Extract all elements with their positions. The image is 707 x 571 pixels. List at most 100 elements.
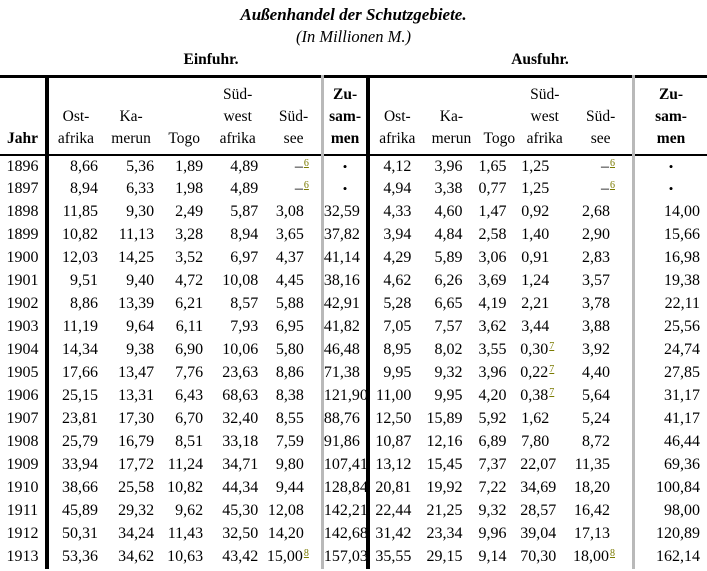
value-cell: 8,02 <box>434 341 463 358</box>
value-cell: 11,24 <box>167 456 204 473</box>
value-cell: 29,15 <box>426 548 463 565</box>
value-cell: 7,80 <box>521 433 550 450</box>
value-cell: 98,00 <box>632 499 707 523</box>
value-cell: 28,57 <box>520 502 557 519</box>
value-cell: 15,45 <box>426 456 463 473</box>
value-cell: 3,96 <box>478 364 507 381</box>
value-cell: 2,83 <box>582 249 610 266</box>
value-cell: 4,45 <box>275 272 304 289</box>
value-cell: 142,21 <box>320 499 371 523</box>
value-cell: 0,91 <box>521 249 550 266</box>
value-cell: 1,47 <box>478 203 507 220</box>
value-cell: 5,80 <box>275 341 304 358</box>
value-cell: 1,89 <box>175 157 204 175</box>
column-header-togo-einfuhr: Togo <box>168 129 200 147</box>
column-header-kamerun-ausfuhr: Ka- merun <box>431 107 472 147</box>
value-cell: 22,44 <box>375 502 412 519</box>
value-cell: 8,38 <box>275 387 304 404</box>
value-cell: 5,88 <box>275 295 304 312</box>
value-cell: 3,78 <box>582 295 610 312</box>
value-cell: 9,62 <box>175 502 204 519</box>
value-cell: 25,56 <box>632 315 707 339</box>
placeholder-dot-cell: • <box>320 154 371 178</box>
value-cell: 10,63 <box>167 548 204 565</box>
value-cell: 4,20 <box>478 387 507 404</box>
value-cell: 5,87 <box>230 203 259 220</box>
value-cell: 91,86 <box>320 430 371 454</box>
value-cell: –6 <box>294 180 309 197</box>
value-cell: 34,69 <box>520 479 557 496</box>
value-cell: 4,72 <box>175 272 204 289</box>
table-row: 1901 9,51 9,40 4,72 10,08 4,45 38,16 4,62 6,26 3,… <box>0 269 707 293</box>
value-cell: 43,42 <box>222 548 259 565</box>
value-cell: 27,85 <box>632 361 707 385</box>
column-header-zusammen-ausfuhr: Zu- sam- men <box>632 76 707 155</box>
value-cell: 17,30 <box>118 410 155 427</box>
value-cell: 7,05 <box>383 318 412 335</box>
value-cell: 14,34 <box>62 341 99 358</box>
value-cell: –6 <box>601 180 615 197</box>
table-row: 1902 8,86 13,39 6,21 8,57 5,88 42,91 5,28 6,65 4,… <box>0 292 707 316</box>
value-cell: 8,72 <box>582 433 610 450</box>
value-cell: 50,31 <box>62 525 99 542</box>
column-header-jahr: Jahr <box>0 76 49 155</box>
column-header-suedsee-ausfuhr: Süd- see <box>585 107 616 147</box>
value-cell: 8,94 <box>230 226 259 243</box>
table-row: 1904 14,34 9,38 6,90 10,06 5,80 46,48 8,95 8,02 3… <box>0 338 707 362</box>
value-cell: 5,64 <box>582 387 610 404</box>
value-cell: 8,94 <box>70 180 99 197</box>
value-cell: 16,42 <box>574 502 610 519</box>
value-cell: 121,90 <box>320 384 371 408</box>
value-cell: 7,22 <box>478 479 507 496</box>
value-cell: 16,98 <box>632 246 707 270</box>
value-cell: 8,51 <box>175 433 204 450</box>
value-cell: 2,68 <box>582 203 610 220</box>
value-cell: 10,06 <box>222 341 259 358</box>
value-cell: 2,58 <box>478 226 507 243</box>
table-row: 1908 25,79 16,79 8,51 33,18 7,59 91,86 10,87 12,… <box>0 430 707 454</box>
value-cell: 1,65 <box>478 157 507 175</box>
column-header-suedwestafrika-einfuhr: Süd- west afrika <box>219 85 256 147</box>
value-cell: 10,82 <box>167 479 204 496</box>
value-cell: 9,96 <box>478 525 507 542</box>
value-cell: 0,92 <box>521 203 550 220</box>
year-cell: 1906 <box>0 384 49 408</box>
value-cell: 69,36 <box>632 453 707 477</box>
table-row: 1900 12,03 14,25 3,52 6,97 4,37 41,14 4,29 5,89 3… <box>0 246 707 270</box>
value-cell: 0,307 <box>520 341 555 358</box>
value-cell: 11,13 <box>118 226 155 243</box>
value-cell: 3,57 <box>582 272 610 289</box>
value-cell: 14,00 <box>632 200 707 224</box>
table-row: 1898 11,85 9,30 2,49 5,87 3,08 32,59 4,33 4,60 1,… <box>0 200 707 224</box>
value-cell: 41,82 <box>320 315 371 339</box>
value-cell: 88,76 <box>320 407 371 431</box>
value-cell: 12,03 <box>62 249 99 266</box>
year-cell: 1901 <box>0 269 49 293</box>
table-row: 1912 50,31 34,24 11,43 32,50 14,20 142,68 31,42… <box>0 522 707 546</box>
value-cell: 9,32 <box>478 502 507 519</box>
value-cell: 3,44 <box>521 318 550 335</box>
value-cell: 12,16 <box>426 433 463 450</box>
value-cell: 7,37 <box>478 456 507 473</box>
placeholder-dot-cell: • <box>632 154 707 178</box>
value-cell: 5,92 <box>478 410 507 427</box>
value-cell: 44,34 <box>222 479 259 496</box>
value-cell: 4,40 <box>582 364 610 381</box>
value-cell: 10,08 <box>222 272 259 289</box>
column-header-togo-ausfuhr: Togo <box>483 129 516 147</box>
year-cell: 1902 <box>0 292 49 316</box>
value-cell: 71,38 <box>320 361 371 385</box>
value-cell: 70,30 <box>520 548 557 565</box>
value-cell: 0,77 <box>478 180 507 197</box>
page-title: Außenhandel der Schutzgebiete. <box>240 5 467 24</box>
column-header-suedsee-einfuhr: Süd- see <box>278 107 309 147</box>
value-cell: 9,14 <box>478 548 507 565</box>
value-cell: 0,227 <box>520 364 555 381</box>
value-cell: 4,94 <box>383 180 412 197</box>
value-cell: 4,29 <box>383 249 412 266</box>
year-cell: 1912 <box>0 522 49 546</box>
value-cell: 8,55 <box>275 410 304 427</box>
value-cell: 10,87 <box>375 433 412 450</box>
value-cell: 8,66 <box>70 157 99 175</box>
value-cell: 41,17 <box>632 407 707 431</box>
